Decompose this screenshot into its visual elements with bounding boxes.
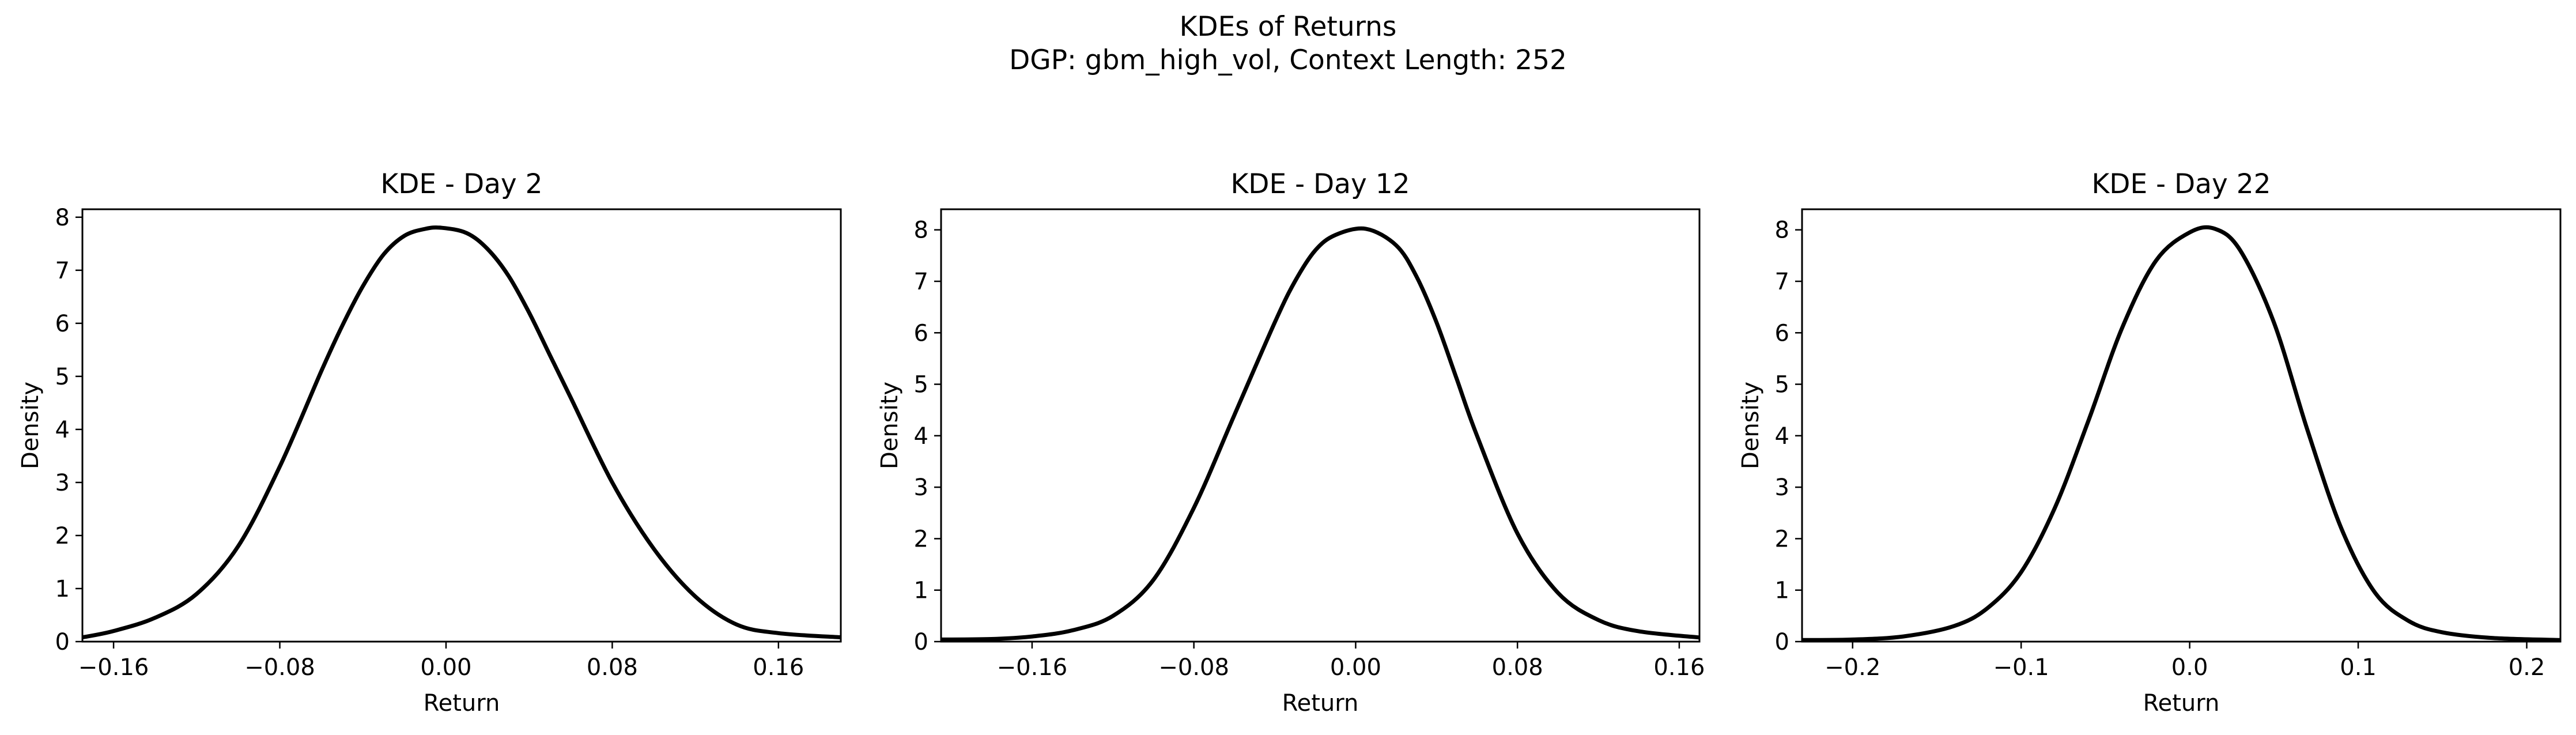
x-tick-label: −0.16 <box>78 654 149 681</box>
y-tick-label: 0 <box>914 629 928 655</box>
y-tick-label: 6 <box>914 320 928 346</box>
x-tick-label: 0.1 <box>2340 654 2377 681</box>
plot-area <box>82 225 841 640</box>
y-tick-label: 5 <box>914 372 928 398</box>
y-tick-label: 2 <box>1775 526 1789 552</box>
y-tick-label: 7 <box>914 269 928 295</box>
x-tick-label: 0.0 <box>2171 654 2208 681</box>
y-tick-label: 2 <box>55 523 70 549</box>
y-tick-label: 1 <box>1775 578 1789 604</box>
figure-subtitle: DGP: gbm_high_vol, Context Length: 252 <box>1009 44 1567 76</box>
x-tick-label: −0.08 <box>244 654 315 681</box>
kde-density-line <box>940 226 1700 642</box>
y-axis: 0 1 2 3 4 5 6 7 8 <box>914 217 941 655</box>
y-axis-label: Density <box>1738 382 1764 469</box>
y-tick-label: 6 <box>55 311 70 337</box>
x-tick-label: −0.2 <box>1825 654 1880 681</box>
y-tick-label: 4 <box>914 423 928 450</box>
panel-day-2: KDE - Day 2 −0.16 −0.08 0.00 0.08 0.16 0 1 2 3 4… <box>17 168 842 717</box>
y-tick-label: 6 <box>1775 320 1789 346</box>
y-tick-label: 1 <box>55 576 70 602</box>
panel-frame <box>81 208 842 643</box>
y-tick-label: 7 <box>55 258 70 284</box>
panel-day-12: KDE - Day 12 −0.16 −0.08 0.00 0.08 0.16 0 1 2 3… <box>877 168 1705 717</box>
y-axis: 0 1 2 3 4 5 6 7 8 <box>1775 217 1802 655</box>
x-tick-label: 0.16 <box>1653 654 1705 681</box>
x-axis: −0.16 −0.08 0.00 0.08 0.16 <box>997 642 1705 681</box>
y-tick-label: 5 <box>55 364 70 390</box>
y-tick-label: 8 <box>914 217 928 244</box>
y-tick-label: 4 <box>55 417 70 443</box>
y-tick-label: 2 <box>914 526 928 552</box>
y-axis-label: Density <box>17 382 44 469</box>
x-axis-label: Return <box>1282 690 1359 717</box>
x-axis-label: Return <box>2143 690 2220 717</box>
y-tick-label: 5 <box>1775 372 1789 398</box>
x-tick-label: 0.08 <box>1492 654 1543 681</box>
plot-area <box>1801 225 2561 642</box>
panel-title: KDE - Day 2 <box>380 168 542 200</box>
kde-density-line <box>82 225 841 640</box>
x-axis: −0.16 −0.08 0.00 0.08 0.16 <box>78 642 804 681</box>
panel-frame <box>940 208 1701 643</box>
panel-title: KDE - Day 12 <box>1230 168 1410 200</box>
x-tick-label: −0.1 <box>1993 654 2049 681</box>
x-tick-label: −0.16 <box>997 654 1068 681</box>
x-tick-label: 0.08 <box>587 654 638 681</box>
y-tick-label: 4 <box>1775 423 1789 450</box>
y-tick-label: 8 <box>55 205 70 231</box>
y-tick-label: 0 <box>55 629 70 655</box>
figure-suptitle: KDEs of Returns <box>1180 11 1397 43</box>
x-axis: −0.2 −0.1 0.0 0.1 0.2 <box>1825 642 2545 681</box>
panel-title: KDE - Day 22 <box>2091 168 2271 200</box>
y-tick-label: 1 <box>914 578 928 604</box>
y-tick-label: 7 <box>1775 269 1789 295</box>
x-tick-label: −0.08 <box>1158 654 1229 681</box>
kde-density-line <box>1801 225 2561 642</box>
panel-frame <box>1801 208 2562 643</box>
x-tick-label: 0.00 <box>420 654 471 681</box>
panel-day-22: KDE - Day 22 −0.2 −0.1 0.0 0.1 0.2 0 1 2 3 4 5 6 7 8… <box>1738 168 2562 717</box>
x-axis-label: Return <box>424 690 500 717</box>
y-tick-label: 8 <box>1775 217 1789 244</box>
y-axis-label: Density <box>877 382 903 469</box>
y-tick-label: 0 <box>1775 629 1789 655</box>
y-tick-label: 3 <box>914 474 928 501</box>
plot-area <box>940 226 1700 642</box>
y-tick-label: 3 <box>1775 474 1789 501</box>
y-axis: 0 1 2 3 4 5 6 7 8 <box>55 205 82 655</box>
y-tick-label: 3 <box>55 470 70 496</box>
x-tick-label: 0.2 <box>2509 654 2545 681</box>
x-tick-label: 0.16 <box>753 654 804 681</box>
x-tick-label: 0.00 <box>1330 654 1381 681</box>
